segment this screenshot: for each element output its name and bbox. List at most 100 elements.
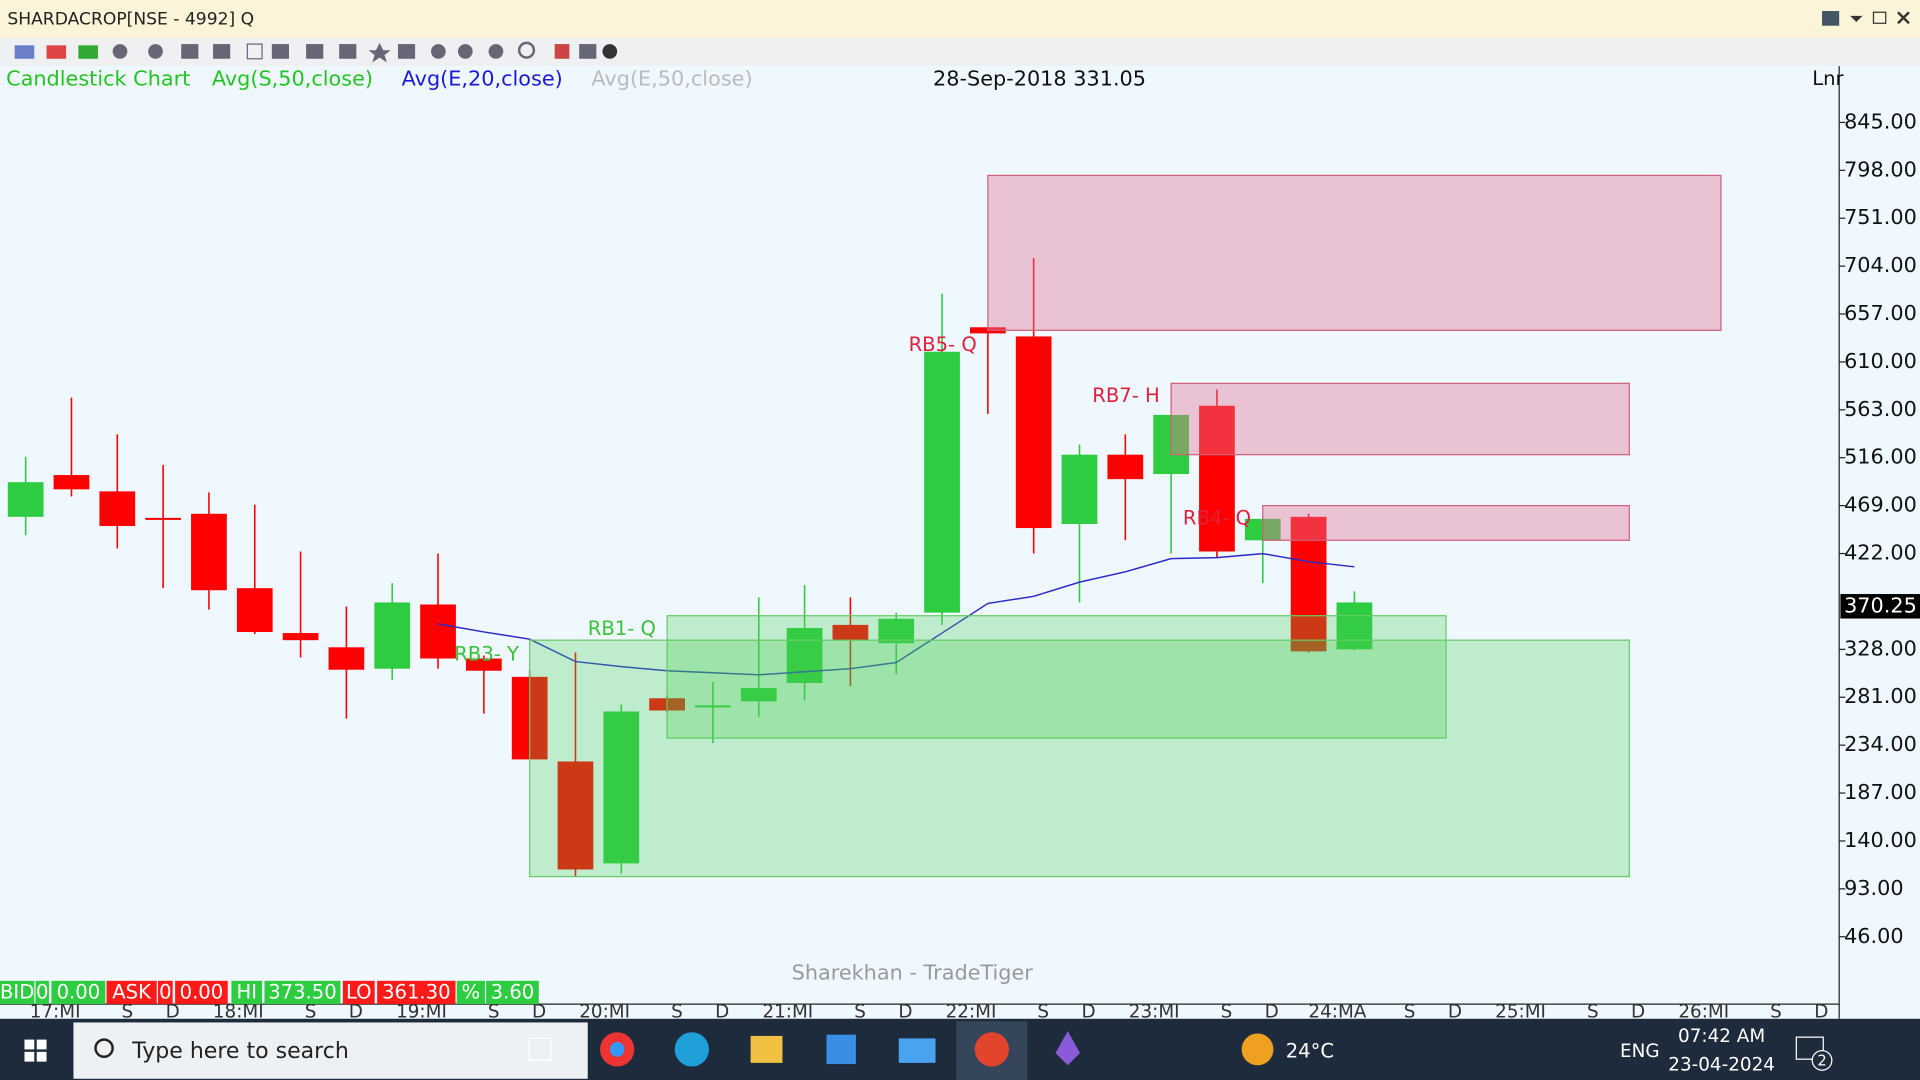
app-explorer[interactable] (750, 1035, 783, 1063)
quote-cell (35, 980, 49, 1005)
window-controls[interactable] (1822, 11, 1910, 26)
close[interactable] (1897, 11, 1910, 25)
x-tick-label: D (532, 1002, 546, 1023)
notification-badge (1811, 1050, 1833, 1071)
zone-label: RB1- Q (588, 617, 656, 640)
app-other[interactable] (1055, 1031, 1080, 1066)
restore[interactable] (1872, 11, 1887, 24)
scale-mode[interactable]: Lnr (1812, 67, 1844, 90)
candle-body (603, 711, 640, 864)
candle-body (832, 624, 869, 641)
language[interactable]: ENG (1620, 1041, 1660, 1062)
legend-item: Candlestick Chart (6, 67, 190, 91)
window-icon[interactable] (1822, 11, 1840, 26)
y-tick-label: 704.00 (1844, 253, 1917, 277)
tool-stop[interactable] (46, 45, 67, 59)
search-placeholder[interactable]: Type here to search (131, 1039, 349, 1064)
x-tick-label: D (1448, 1002, 1462, 1023)
zone-label: RB4- Q (1183, 507, 1251, 530)
weather-icon[interactable] (1241, 1033, 1274, 1066)
tool-zoom[interactable] (517, 41, 536, 59)
y-tick-label: 798.00 (1844, 157, 1917, 181)
dropdown[interactable] (1850, 15, 1863, 23)
x-tick-label: S (1037, 1002, 1049, 1023)
x-tick-label: S (671, 1002, 683, 1023)
candle-body (878, 618, 915, 644)
quote-cell (51, 980, 106, 1005)
tool[interactable] (271, 44, 289, 59)
x-tick-label: 20:MI (579, 1002, 630, 1023)
quote-text: 0.00 (57, 981, 101, 1004)
candle-body (191, 513, 227, 591)
tool[interactable] (112, 44, 128, 59)
x-tick-label: S (122, 1002, 134, 1023)
y-tick-label: 516.00 (1844, 445, 1917, 469)
y-tick-label: 140.00 (1844, 828, 1917, 852)
candle-body (1015, 336, 1052, 529)
quote-cell (377, 980, 456, 1005)
tool[interactable] (397, 44, 416, 59)
tool[interactable] (181, 44, 199, 59)
last-price: 370.25 (1844, 593, 1917, 617)
app-mail[interactable] (898, 1038, 936, 1063)
clock-date[interactable]: 23-04-2024 (1668, 1054, 1775, 1075)
tool-settings[interactable] (602, 44, 618, 59)
tool[interactable] (579, 44, 597, 59)
candle-body (328, 647, 365, 670)
candle-body (420, 604, 456, 659)
tool[interactable] (306, 44, 324, 59)
quote-text: 0.00 (180, 981, 224, 1004)
x-tick-label: 21:MI (762, 1002, 813, 1023)
y-tick-label: 281.00 (1844, 684, 1917, 708)
clock-time[interactable]: 07:42 AM (1678, 1026, 1765, 1047)
tool[interactable] (339, 44, 357, 59)
candle-body (695, 705, 731, 708)
y-tick-label: 234.00 (1844, 732, 1917, 756)
tool-entry[interactable] (14, 45, 35, 59)
quote-cell (106, 980, 157, 1005)
quote-cell (342, 980, 375, 1005)
candle-body (53, 475, 90, 490)
weather[interactable]: 24°C (1286, 1039, 1334, 1062)
cursor-info: 28-Sep-2018 331.05 (933, 67, 1146, 91)
tool-target[interactable] (78, 45, 98, 59)
candle-body (282, 633, 319, 641)
tool-delete[interactable] (554, 44, 570, 59)
watermark: Sharekhan - TradeTiger (792, 960, 1034, 984)
candle-body (557, 761, 594, 870)
y-tick-label: 751.00 (1844, 205, 1917, 229)
start-button[interactable] (24, 1039, 47, 1062)
tool[interactable] (148, 44, 163, 59)
app-store[interactable] (826, 1034, 856, 1065)
quote-text: 0 (36, 981, 48, 1004)
x-tick-label: S (1587, 1002, 1599, 1023)
x-tick-label: D (1631, 1002, 1645, 1023)
tool[interactable] (431, 44, 446, 59)
x-tick-label: D (898, 1002, 912, 1023)
notification-icon[interactable] (1795, 1036, 1824, 1060)
supply-zone (1262, 505, 1630, 541)
tool[interactable] (368, 42, 391, 63)
tool[interactable] (457, 44, 473, 59)
x-tick-label: D (166, 1002, 180, 1023)
search-box[interactable] (73, 1022, 588, 1079)
task-view[interactable] (528, 1037, 552, 1062)
tool[interactable] (246, 43, 263, 60)
x-tick-label: 17:MI (30, 1002, 81, 1023)
tool[interactable] (488, 44, 504, 59)
x-tick-label: 19:MI (396, 1002, 447, 1023)
y-tick-label: 845.00 (1844, 109, 1917, 133)
quote-cell (486, 980, 539, 1005)
taskbar-apps[interactable] (528, 1021, 1274, 1080)
candle-body (465, 658, 502, 671)
app-tradetiger[interactable] (974, 1032, 1009, 1067)
quote-cell (157, 980, 173, 1005)
x-tick-label: 26:MI (1678, 1002, 1729, 1023)
zone-label: RB3- Y (454, 643, 519, 666)
app-edge[interactable] (674, 1032, 709, 1067)
y-tick-label: 93.00 (1844, 876, 1904, 900)
quote-text: % (462, 981, 481, 1004)
tool[interactable] (213, 44, 231, 59)
y-tick-label: 657.00 (1844, 301, 1917, 325)
y-tick-label: 610.00 (1844, 349, 1917, 373)
